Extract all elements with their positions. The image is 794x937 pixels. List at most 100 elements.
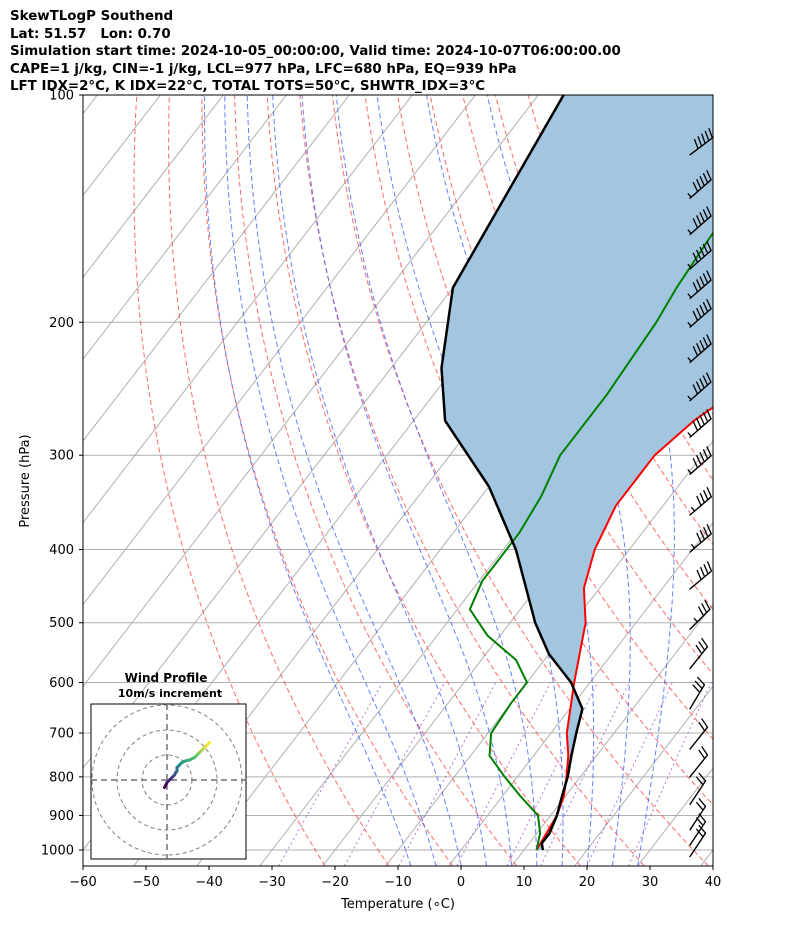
barb-flag [699,340,705,351]
barb-half-flag [690,506,696,512]
barb-flag [692,310,699,321]
wind-barb [689,523,712,553]
dry-adiabat [201,95,454,866]
dry-adiabat [266,95,581,866]
wind-barb [687,298,712,328]
barb-staff [689,754,709,778]
barb-staff [689,645,709,670]
barb-staff [689,249,712,270]
wind-barb [687,372,712,402]
barb-flag [702,375,709,386]
y-tick-label: 300 [49,449,74,464]
barb-flag [696,495,702,506]
isotherm [83,95,287,360]
hodograph-title: Wind Profile [125,671,208,685]
dewpoint-line [468,231,713,851]
wind-barb [687,334,712,364]
barb-flag [702,243,709,254]
barb-flag [697,136,703,147]
barb-flag [697,606,705,617]
barb-flag [694,680,703,690]
barb-half-flag [687,193,692,198]
barb-flag [702,273,709,284]
wind-barb [687,446,712,476]
isotherm [83,95,413,524]
x-tick-label: −20 [321,875,348,890]
hodograph-subtitle: 10m/s increment [118,687,222,700]
barb-flag [695,343,702,354]
barb-flag [706,486,712,498]
barb-flag [695,249,702,260]
moist-adiabat [335,95,538,866]
cape-area [441,95,713,850]
mixing-ratio-line [586,682,673,866]
wind-barb [687,206,712,236]
barb-half-flag [687,432,692,437]
barb-staff [689,279,712,300]
isotherm [83,95,224,279]
isotherm [385,440,713,866]
barb-flag [702,209,709,220]
barb-flag [706,409,712,420]
x-tick-label: −30 [258,875,285,890]
y-axis-label: Pressure (hPa) [18,434,33,527]
moist-adiabat [246,95,462,866]
barb-flag [692,684,701,693]
barb-flag [702,449,709,460]
y-tick-label: 100 [49,89,74,104]
barb-staff [689,805,707,831]
wind-barb [689,561,713,590]
moist-adiabat [203,95,412,866]
barb-flag [703,489,709,500]
x-tick-label: 40 [705,875,722,890]
x-tick-label: −10 [384,875,411,890]
mixing-ratio-line [628,682,712,866]
barb-flag [695,279,702,290]
isotherm [574,685,713,866]
barb-flag [699,452,705,463]
barb-staff [689,570,713,590]
barb-flag [706,523,712,535]
barb-half-flag [687,469,692,474]
barb-flag [706,446,712,457]
barb-staff [689,455,712,476]
barb-flag [706,561,713,572]
header-station: SkewTLogP Southend [10,9,174,24]
header-times: Simulation start time: 2024-10-05_00:00:… [10,44,621,60]
wind-barb [689,797,707,831]
barb-flag [706,206,712,217]
barb-flag [695,178,702,189]
y-axis-ticks: 1000 900 800 700 600 500 400 300 200 100 [41,89,83,859]
barb-flag [701,603,708,613]
dry-adiabat [331,95,709,866]
barb-flag [705,372,712,383]
barb-flag [692,218,699,229]
barb-flag [706,298,712,309]
moist-adiabat [301,95,513,866]
barb-flag [701,637,709,648]
y-tick-label: 1000 [41,844,74,859]
barb-staff [689,684,706,710]
barb-half-flag [687,263,692,269]
barb-flag [702,337,709,348]
barb-flag [698,641,706,651]
barb-flag [695,307,702,318]
barb-staff [689,533,712,553]
wind-barb [689,824,707,858]
barb-flag [695,215,702,226]
barb-flag [702,172,709,184]
header-indices-1: CAPE=1 j/kg, CIN=-1 j/kg, LCL=977 hPa, L… [10,61,517,77]
barb-flag [699,492,706,503]
barb-staff [689,832,707,858]
barb-staff [689,821,707,846]
mixing-ratio-line [540,682,630,866]
header-location: Lat: 51.57 Lon: 0.70 [10,26,171,42]
wind-barb [689,637,709,670]
wind-barb [687,240,712,270]
y-tick-label: 800 [49,770,74,785]
y-tick-label: 400 [49,543,74,558]
barb-flag [699,566,706,577]
moist-adiabat [224,95,437,866]
wind-barb [689,718,709,750]
